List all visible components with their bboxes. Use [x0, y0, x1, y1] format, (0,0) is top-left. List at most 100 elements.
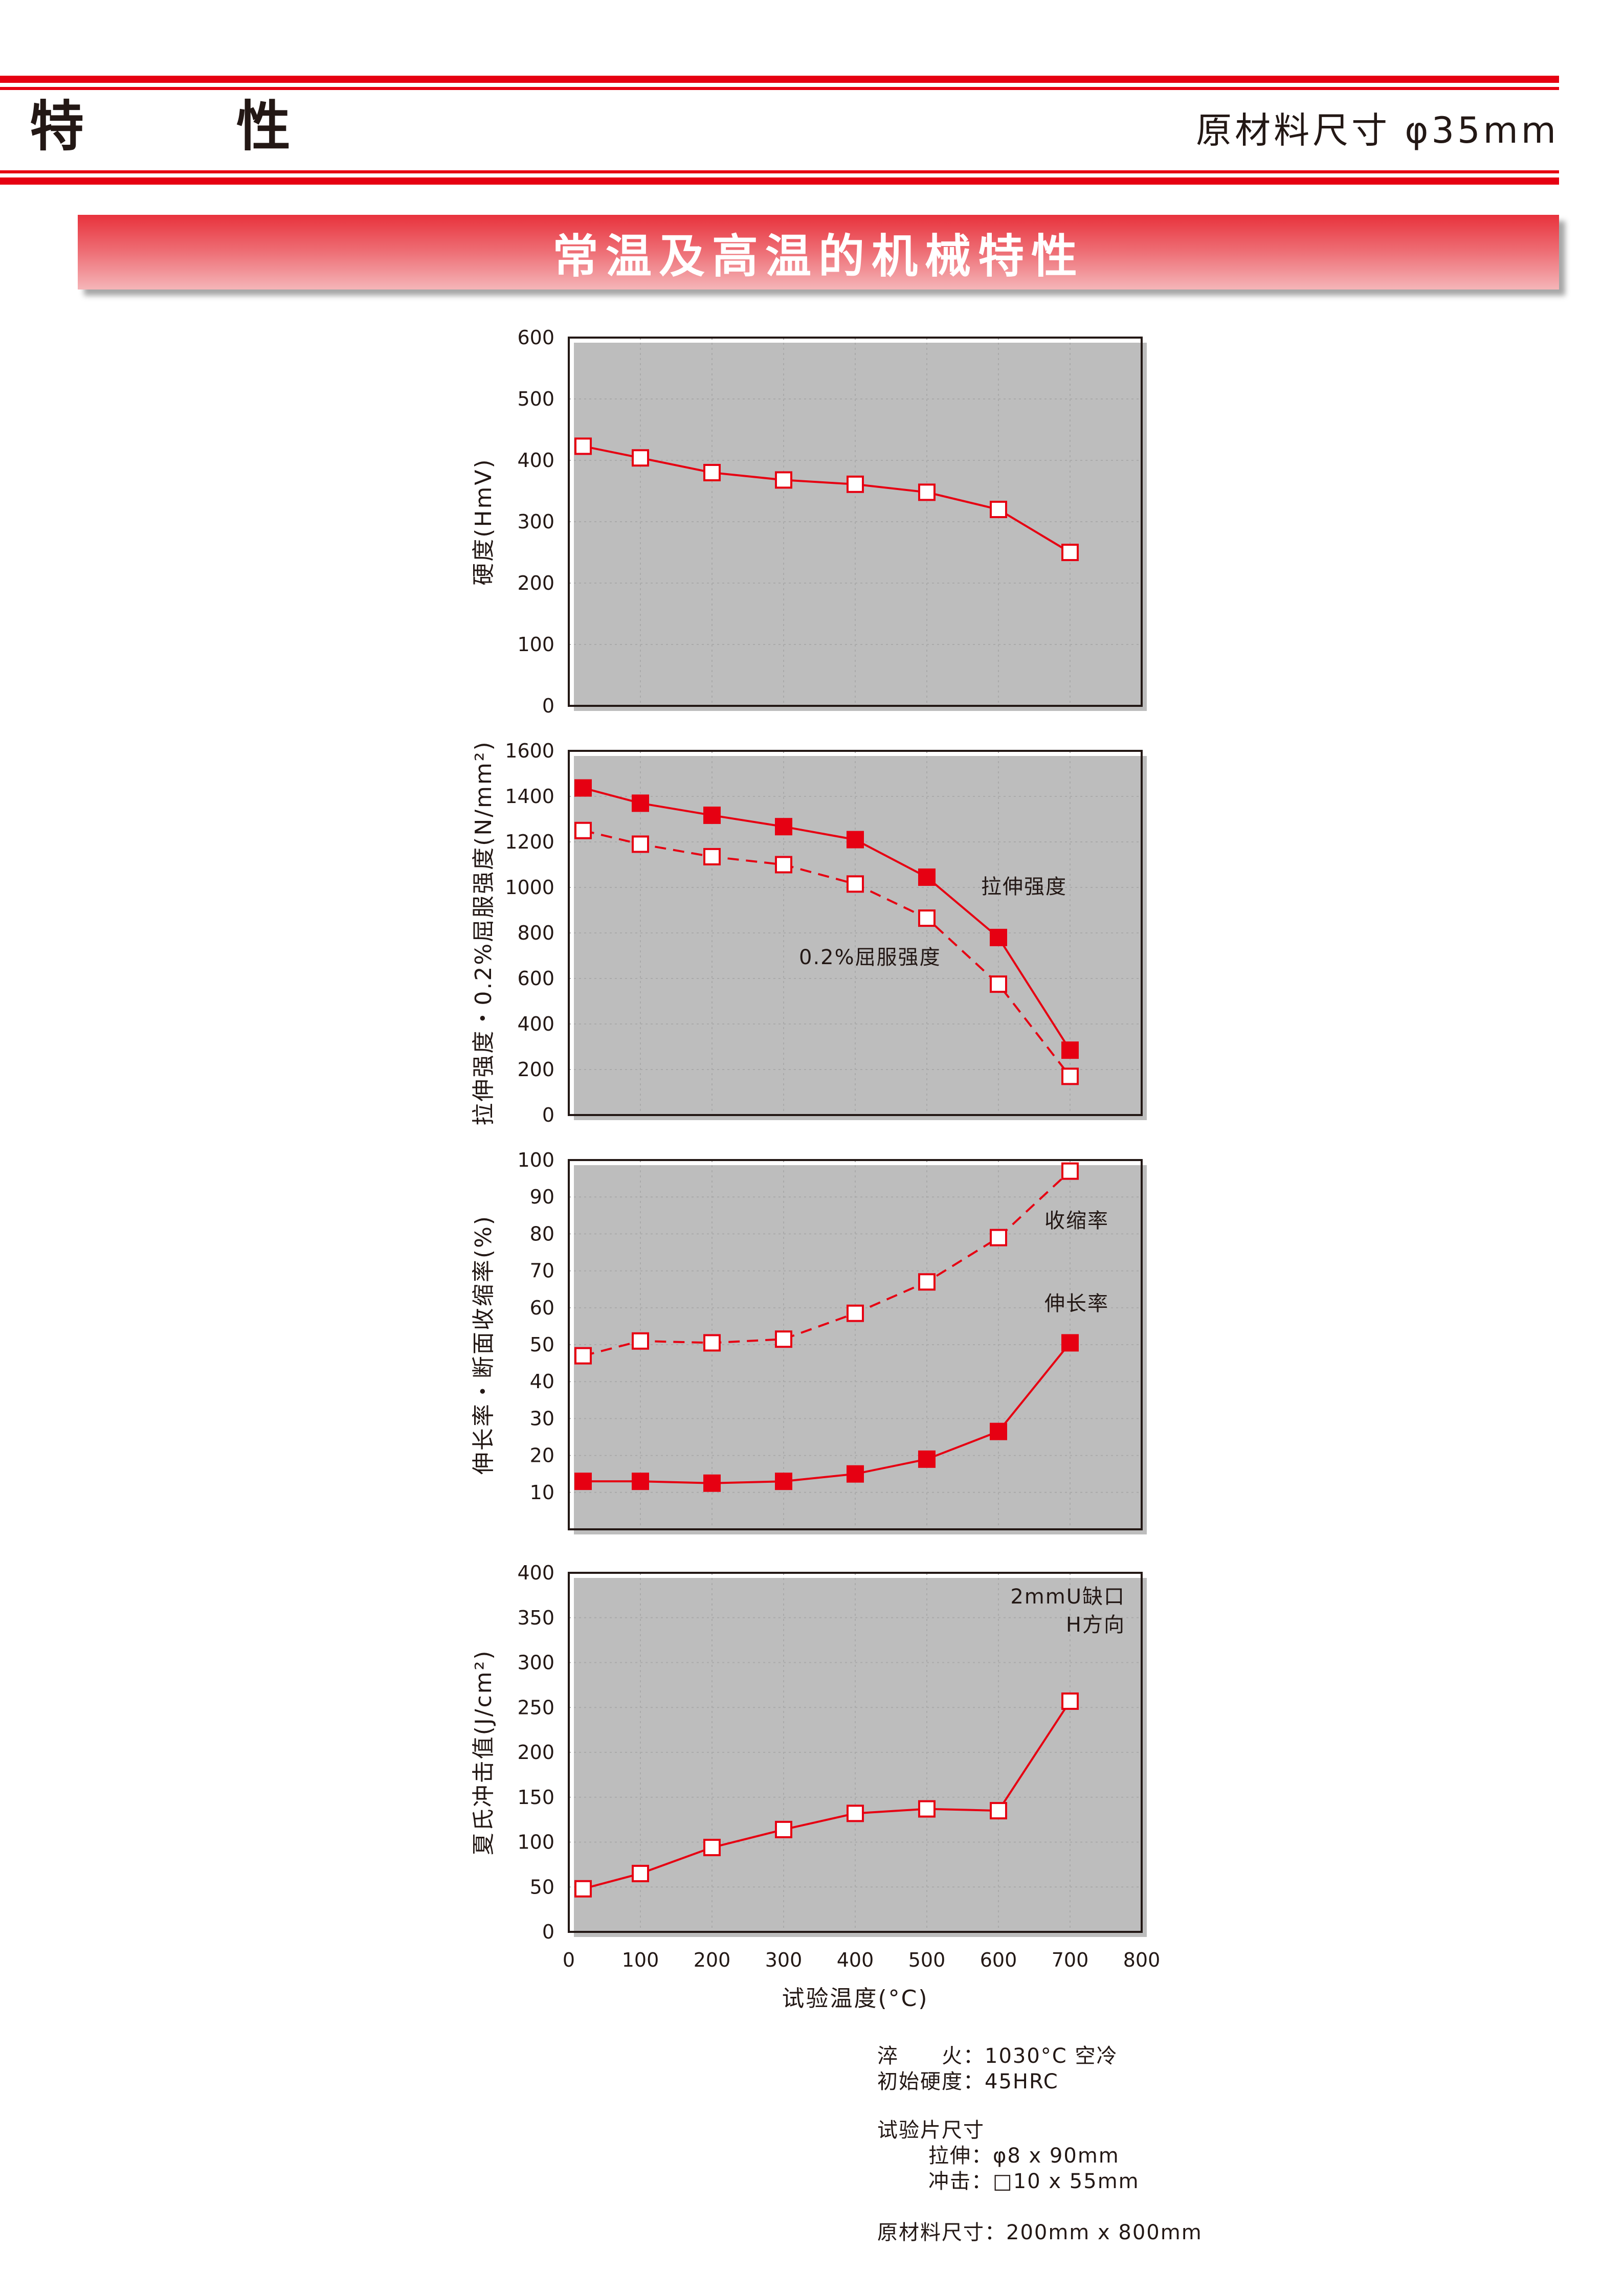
data-point-open [632, 1864, 649, 1882]
data-point-open [990, 1229, 1007, 1246]
data-point-filled [703, 1474, 721, 1492]
y-tick-label: 10 [530, 1481, 554, 1504]
section-banner: 常温及高温的机械特性 [78, 215, 1559, 289]
material-size: 原材料尺寸 φ35mm [1196, 109, 1559, 151]
data-point-open [1061, 1067, 1079, 1085]
notes-specimen-title: 试验片尺寸 [877, 2119, 985, 2142]
data-point-open [847, 1805, 864, 1822]
notes-material: 原材料尺寸：200mm x 800mm [877, 2221, 1203, 2244]
y-tick-label: 50 [530, 1333, 554, 1356]
data-point-filled [775, 1473, 792, 1490]
x-tick-label: 600 [980, 1949, 1017, 1971]
series-line [583, 787, 1071, 1051]
y-tick-label: 50 [530, 1876, 554, 1898]
header-rule-thin [0, 170, 1559, 173]
series-label: 收缩率 [1044, 1209, 1109, 1233]
x-tick-label: 500 [908, 1949, 946, 1971]
plot-shadow [574, 756, 1147, 1120]
data-point-open [574, 437, 592, 455]
y-tick-label: 1200 [505, 831, 554, 853]
data-point-open [847, 875, 864, 893]
y-tick-label: 100 [517, 1831, 554, 1854]
data-point-open [918, 909, 936, 927]
series-line [583, 829, 1071, 1077]
y-tick-label: 80 [530, 1222, 554, 1245]
top-rule-thin [0, 87, 1559, 90]
chart-annotation: 2mmU缺口 [1010, 1585, 1125, 1609]
data-point-filled [918, 868, 936, 886]
data-point-open [775, 856, 792, 874]
data-point-open [1061, 1692, 1079, 1710]
series-line [583, 1170, 1071, 1357]
plot-frame [568, 1159, 1143, 1530]
data-point-open [847, 475, 864, 493]
series-label: 伸长率 [1044, 1292, 1109, 1316]
series-line [583, 445, 1071, 553]
y-tick-label: 70 [530, 1260, 554, 1282]
y-tick-label: 200 [517, 1058, 554, 1081]
data-point-open [990, 501, 1007, 518]
series-label: 0.2%屈服强度 [799, 946, 941, 969]
plot-frame [568, 337, 1143, 707]
data-point-filled [990, 928, 1007, 946]
data-point-filled [632, 794, 649, 812]
y-axis-label: 拉伸强度・0.2%屈服强度(N/mm²) [471, 740, 497, 1125]
y-tick-label: 100 [517, 1149, 554, 1171]
data-point-open [990, 975, 1007, 993]
y-tick-label: 400 [517, 449, 554, 472]
x-tick-label: 100 [622, 1949, 659, 1971]
data-point-filled [574, 1473, 592, 1490]
y-tick-label: 0 [542, 1921, 554, 1943]
y-axis-label: 伸长率・断面收缩率(%) [471, 1215, 497, 1475]
data-point-filled [1061, 1041, 1079, 1059]
series-line [583, 1342, 1071, 1484]
data-point-filled [775, 818, 792, 836]
y-tick-label: 400 [517, 1562, 554, 1584]
data-point-filled [703, 806, 721, 824]
data-point-open [775, 1330, 792, 1348]
top-rule-thick [0, 76, 1559, 83]
plot-shadow [574, 1578, 1147, 1937]
y-tick-label: 150 [517, 1786, 554, 1809]
y-tick-label: 40 [530, 1370, 554, 1393]
data-point-open [703, 848, 721, 865]
y-axis-label: 硬度(HmV) [471, 458, 497, 585]
data-point-filled [990, 1422, 1007, 1440]
data-point-open [574, 821, 592, 839]
y-tick-label: 20 [530, 1444, 554, 1467]
y-tick-label: 600 [517, 326, 554, 349]
y-tick-label: 400 [517, 1013, 554, 1035]
y-tick-label: 300 [517, 1652, 554, 1674]
chart-annotation: H方向 [1066, 1613, 1125, 1637]
data-point-open [703, 1839, 721, 1857]
notes-quench: 淬 火：1030°C 空冷 [877, 2044, 1118, 2068]
data-point-open [574, 1880, 592, 1898]
x-tick-label: 200 [694, 1949, 731, 1971]
data-point-open [1061, 1162, 1079, 1180]
plot-frame [568, 1572, 1143, 1933]
y-tick-label: 30 [530, 1407, 554, 1430]
series-label: 拉伸强度 [981, 875, 1067, 899]
y-tick-label: 350 [517, 1607, 554, 1629]
y-tick-label: 90 [530, 1186, 554, 1208]
data-point-open [632, 1332, 649, 1350]
data-point-open [574, 1347, 592, 1365]
notes-impact: 冲击：□10 x 55mm [928, 2170, 1140, 2193]
x-tick-label: 700 [1052, 1949, 1089, 1971]
y-tick-label: 0 [542, 695, 554, 717]
data-point-open [703, 464, 721, 481]
data-point-open [632, 449, 649, 467]
data-point-open [918, 1800, 936, 1818]
header-rule-thick [0, 177, 1559, 185]
data-point-filled [1061, 1334, 1079, 1352]
y-tick-label: 1600 [505, 740, 554, 762]
y-tick-label: 60 [530, 1297, 554, 1319]
y-tick-label: 600 [517, 967, 554, 990]
y-tick-label: 100 [517, 633, 554, 656]
data-point-filled [918, 1450, 936, 1468]
data-point-open [918, 1273, 936, 1291]
data-point-filled [574, 779, 592, 797]
data-point-open [1061, 544, 1079, 561]
y-tick-label: 800 [517, 922, 554, 944]
